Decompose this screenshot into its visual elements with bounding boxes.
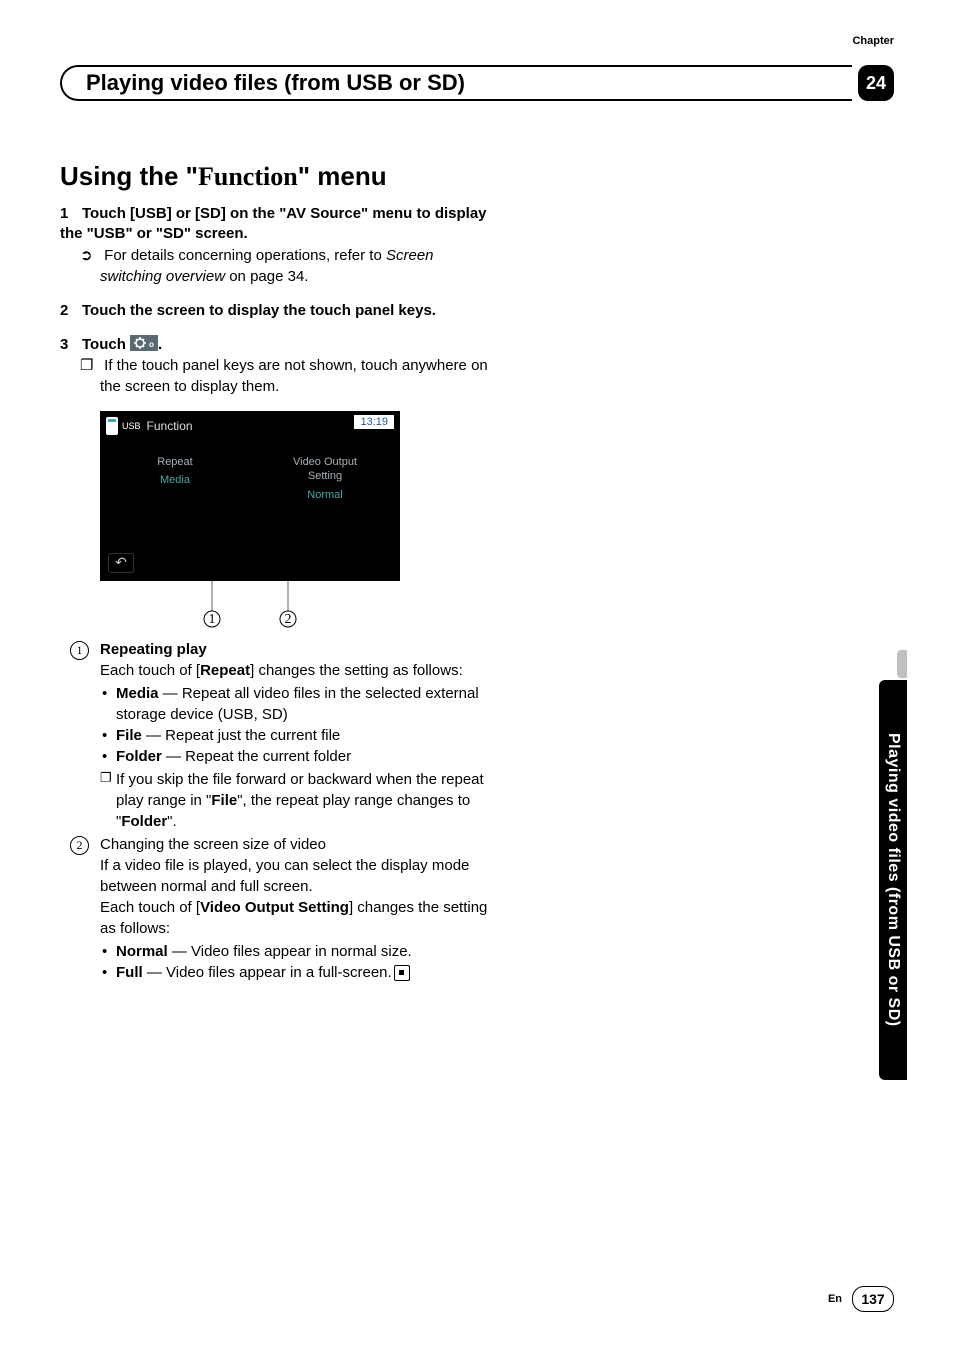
bullet-full-text: — Video files appear in a full-screen. <box>143 964 392 981</box>
page-footer: En 137 <box>828 1286 894 1312</box>
note-folder: Folder <box>121 813 167 830</box>
desc-1-bullets: Media — Repeat all video files in the se… <box>100 683 490 767</box>
list-item: Full — Video files appear in a full-scre… <box>100 962 490 983</box>
list-item: Media — Repeat all video files in the se… <box>100 683 490 725</box>
bullet-file-label: File <box>116 727 142 744</box>
callout-lines: 1 2 <box>100 581 400 629</box>
function-screenshot: USB Function 13:19 Repeat Media Video Ou… <box>100 411 400 629</box>
desc-2-p1: If a video file is played, you can selec… <box>100 855 490 897</box>
step-3-number: 3 <box>60 335 82 355</box>
bullet-folder-label: Folder <box>116 748 162 765</box>
note-post: ". <box>167 813 177 830</box>
bullet-full-label: Full <box>116 964 143 981</box>
description-1: 1 Repeating play Each touch of [Repeat] … <box>60 639 490 832</box>
list-item: Normal — Video files appear in normal si… <box>100 941 490 962</box>
step-3-pre: Touch <box>82 336 130 353</box>
screenshot-topbar: USB Function <box>106 417 193 435</box>
header-bar: Playing video files (from USB or SD) 24 <box>60 65 894 101</box>
desc-2-number: 2 <box>70 836 89 855</box>
step-1: 1Touch [USB] or [SD] on the "AV Source" … <box>60 204 490 245</box>
side-tab-stub <box>897 650 907 678</box>
video-output-value: Normal <box>250 488 400 502</box>
bullet-folder-text: — Repeat the current folder <box>162 748 351 765</box>
desc-2-lead: Each touch of [Video Output Setting] cha… <box>100 897 490 939</box>
svg-text:o: o <box>149 340 154 349</box>
desc-2-lead-bold: Video Output Setting <box>200 899 349 916</box>
clock-display: 13:19 <box>354 415 394 429</box>
desc-1-lead: Each touch of [Repeat] changes the setti… <box>100 660 490 681</box>
step-2-number: 2 <box>60 301 82 321</box>
desc-1-number: 1 <box>70 641 89 660</box>
section-heading: Using the "Function" menu <box>60 161 490 192</box>
desc-1-note: If you skip the file forward or backward… <box>100 769 490 832</box>
desc-1-lead-bold: Repeat <box>200 662 250 679</box>
callout-1-number: 1 <box>209 612 216 627</box>
header-pill: Playing video files (from USB or SD) <box>60 65 852 101</box>
repeat-title: Repeat <box>100 455 250 469</box>
note-file: File <box>211 792 237 809</box>
video-output-title: Video Output Setting <box>250 455 400 484</box>
bullet-normal-text: — Video files appear in normal size. <box>168 943 412 960</box>
gear-icon: o <box>130 335 158 351</box>
bullet-normal-label: Normal <box>116 943 168 960</box>
bullet-media-text: — Repeat all video files in the selected… <box>116 685 479 723</box>
desc-2-title: Changing the screen size of video <box>100 834 490 855</box>
heading-function-word: Function <box>198 162 298 191</box>
video-output-column[interactable]: Video Output Setting Normal <box>250 455 400 502</box>
page-number-badge: 137 <box>852 1286 894 1312</box>
desc-2-lead-pre: Each touch of [ <box>100 899 200 916</box>
side-tab: Playing video files (from USB or SD) <box>879 680 907 1080</box>
step-1-note-tail: on page 34. <box>225 268 308 285</box>
chapter-number-badge: 24 <box>858 65 894 101</box>
callout-2-number: 2 <box>285 612 292 627</box>
step-3-post: . <box>158 336 162 353</box>
step-2-text: Touch the screen to display the touch pa… <box>82 302 436 319</box>
desc-1-lead-tail: ] changes the setting as follows: <box>250 662 463 679</box>
step-1-note: For details concerning operations, refer… <box>100 245 490 287</box>
function-columns: Repeat Media Video Output Setting Normal <box>100 455 400 502</box>
heading-pre: Using the " <box>60 161 198 191</box>
desc-1-title: Repeating play <box>100 639 490 660</box>
back-button[interactable]: ↶ <box>108 553 134 573</box>
function-label: Function <box>147 419 193 433</box>
step-1-note-a: For details concerning operations, refer… <box>104 247 386 264</box>
step-3-note-text: If the touch panel keys are not shown, t… <box>100 357 488 395</box>
step-3-note: If the touch panel keys are not shown, t… <box>100 355 490 397</box>
list-item: Folder — Repeat the current folder <box>100 746 490 767</box>
repeat-column[interactable]: Repeat Media <box>100 455 250 502</box>
usb-label: USB <box>122 421 141 431</box>
list-item: File — Repeat just the current file <box>100 725 490 746</box>
header-title: Playing video files (from USB or SD) <box>86 70 465 96</box>
footer-language: En <box>828 1293 842 1305</box>
bullet-file-text: — Repeat just the current file <box>142 727 340 744</box>
step-3: 3Touch o. <box>60 335 490 355</box>
desc-2-bullets: Normal — Video files appear in normal si… <box>100 941 490 983</box>
step-1-number: 1 <box>60 204 82 224</box>
usb-icon <box>106 417 118 435</box>
bullet-media-label: Media <box>116 685 159 702</box>
heading-post: " menu <box>298 161 387 191</box>
manual-page: Chapter Playing video files (from USB or… <box>0 0 954 1352</box>
main-column: Using the "Function" menu 1Touch [USB] o… <box>60 161 490 985</box>
section-end-icon <box>394 965 410 981</box>
desc-1-lead-pre: Each touch of [ <box>100 662 200 679</box>
screenshot-frame: USB Function 13:19 Repeat Media Video Ou… <box>100 411 400 581</box>
description-2: 2 Changing the screen size of video If a… <box>60 834 490 985</box>
step-2: 2Touch the screen to display the touch p… <box>60 301 490 321</box>
chapter-label: Chapter <box>852 35 894 47</box>
step-1-text: Touch [USB] or [SD] on the "AV Source" m… <box>60 205 487 242</box>
repeat-value: Media <box>100 473 250 487</box>
